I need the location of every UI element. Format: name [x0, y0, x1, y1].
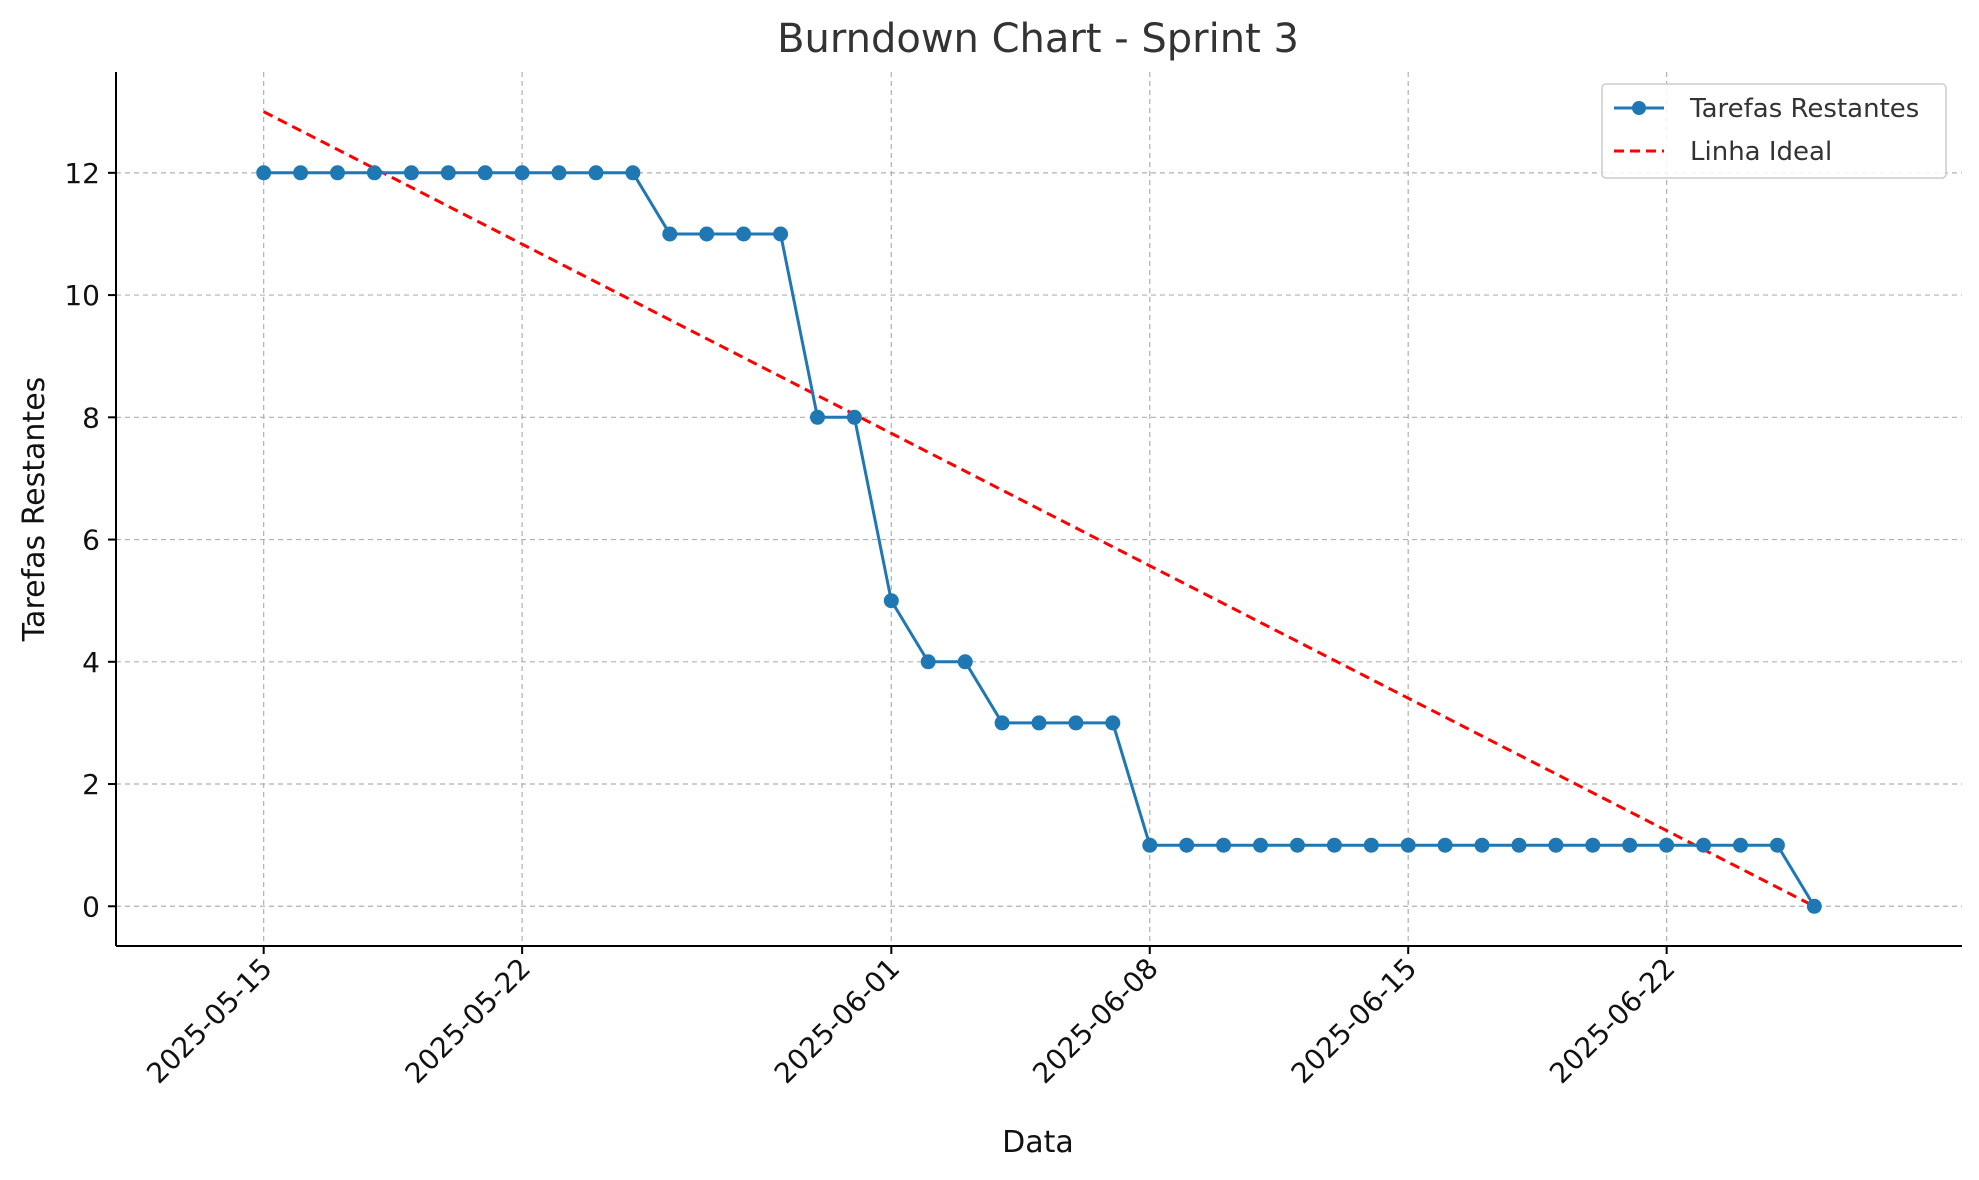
remaining-tasks-point — [1179, 837, 1195, 853]
remaining-tasks-point — [1622, 837, 1638, 853]
y-tick-label: 2 — [82, 768, 100, 801]
remaining-tasks-point — [920, 654, 936, 670]
x-tick-label: 2025-06-22 — [1543, 952, 1681, 1090]
remaining-tasks-point — [1031, 715, 1047, 731]
remaining-tasks-point — [1289, 837, 1305, 853]
x-tick-label: 2025-06-08 — [1026, 952, 1164, 1090]
x-tick-label: 2025-06-15 — [1285, 952, 1423, 1090]
remaining-tasks-point — [773, 226, 789, 242]
remaining-tasks-point — [1733, 837, 1748, 853]
series — [256, 110, 1822, 914]
remaining-tasks-point — [1806, 898, 1822, 914]
remaining-tasks-point — [588, 165, 604, 181]
remaining-tasks-point — [1363, 837, 1379, 853]
legend-label-ideal: Linha Ideal — [1690, 137, 1832, 167]
x-tick-label: 2025-05-15 — [140, 952, 278, 1090]
y-tick-label: 4 — [82, 646, 100, 679]
remaining-tasks-point — [440, 165, 456, 181]
remaining-tasks-point — [957, 654, 973, 670]
remaining-tasks-point — [1068, 715, 1084, 731]
remaining-tasks-point — [699, 226, 715, 242]
remaining-tasks-point — [1142, 837, 1158, 853]
y-tick-label: 6 — [82, 524, 100, 557]
legend-box — [1601, 83, 1947, 179]
remaining-tasks-point — [1216, 837, 1232, 853]
remaining-tasks-point — [625, 165, 641, 181]
y-axis-label: Tarefas Restantes — [17, 377, 52, 643]
remaining-tasks-point — [330, 165, 345, 181]
remaining-tasks-point — [514, 165, 530, 181]
remaining-tasks-point — [994, 715, 1010, 731]
y-axis-ticks: 0 2 4 6 8 10 12 — [64, 157, 116, 923]
chart-title: Burndown Chart - Sprint 3 — [777, 16, 1299, 62]
legend-label-remaining: Tarefas Restantes — [1689, 94, 1919, 124]
remaining-tasks-point — [846, 409, 862, 425]
remaining-tasks-point — [366, 165, 382, 181]
y-tick-label: 12 — [64, 157, 100, 190]
remaining-tasks-point — [256, 165, 272, 181]
remaining-tasks-point — [1253, 837, 1268, 853]
x-tick-label: 2025-05-22 — [399, 952, 537, 1090]
remaining-tasks-point — [662, 226, 678, 242]
ideal-line — [263, 110, 1815, 908]
remaining-tasks-point — [1585, 837, 1601, 853]
remaining-tasks-point — [1769, 837, 1785, 853]
remaining-tasks-point — [1511, 837, 1527, 853]
remaining-tasks-point — [736, 226, 752, 242]
remaining-tasks-point — [883, 593, 899, 609]
remaining-tasks-point — [1659, 837, 1675, 853]
legend: Tarefas Restantes Linha Ideal — [1601, 83, 1947, 179]
y-tick-label: 0 — [82, 890, 100, 923]
remaining-tasks-point — [1696, 837, 1712, 853]
remaining-tasks-point — [1548, 837, 1564, 853]
remaining-tasks-point — [1105, 715, 1121, 731]
legend-marker-remaining — [1632, 101, 1646, 115]
remaining-tasks-point — [1474, 837, 1490, 853]
x-axis-label: Data — [1002, 1125, 1074, 1160]
y-tick-label: 10 — [64, 279, 100, 312]
remaining-tasks-point — [403, 165, 419, 181]
x-tick-label: 2025-06-01 — [768, 952, 906, 1090]
remaining-tasks-point — [293, 165, 309, 181]
remaining-tasks-point — [810, 409, 825, 425]
remaining-tasks-point — [551, 165, 567, 181]
remaining-tasks-point — [1400, 837, 1416, 853]
remaining-tasks-point — [1437, 837, 1453, 853]
remaining-tasks-point — [477, 165, 493, 181]
x-axis-ticks: 2025-05-15 2025-05-22 2025-06-01 2025-06-08… — [140, 946, 1682, 1090]
remaining-tasks-point — [1326, 837, 1342, 853]
y-tick-label: 8 — [82, 401, 100, 434]
